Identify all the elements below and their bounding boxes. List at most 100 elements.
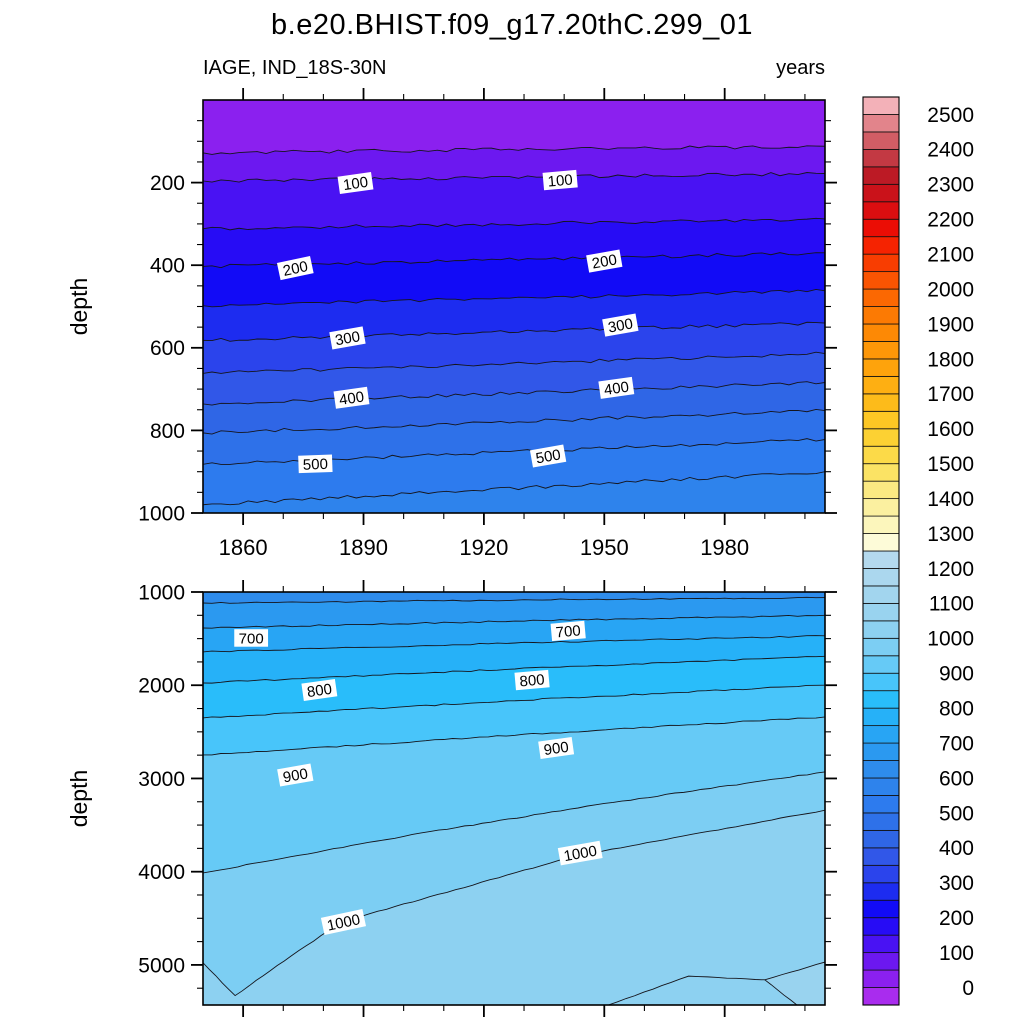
svg-text:900: 900: [282, 765, 310, 786]
colorbar-label: 1400: [927, 488, 974, 511]
colorbar-label: 2300: [927, 174, 974, 197]
colorbar-cell: [862, 899, 900, 919]
contour-label: 100: [337, 171, 374, 194]
contour-label: 200: [276, 256, 314, 281]
svg-text:900: 900: [543, 739, 570, 759]
colorbar-cell: [862, 987, 900, 1006]
contour-line: [203, 408, 825, 435]
colorbar-cell: [862, 620, 900, 639]
contour-label: 300: [602, 313, 639, 337]
svg-text:100: 100: [547, 171, 573, 190]
svg-text:1000: 1000: [326, 911, 362, 935]
colorbar-label: 2200: [927, 209, 974, 232]
colorbar-cell: [862, 672, 900, 692]
colorbar-label: 600: [939, 767, 974, 790]
colorbar-label: 2400: [927, 139, 974, 162]
contour-line: [203, 771, 825, 874]
svg-text:800: 800: [519, 671, 545, 690]
y-tick-label: 200: [150, 172, 185, 195]
colorbar-label: 0: [962, 977, 974, 1000]
colorbar-cell: [862, 271, 900, 290]
contour-label: 900: [538, 736, 575, 759]
colorbar-cell: [862, 812, 900, 831]
colorbar-label: 300: [939, 872, 974, 895]
colorbar-cell: [862, 480, 900, 500]
svg-text:800: 800: [306, 681, 333, 701]
y-axis-title: depth: [66, 770, 92, 828]
colorbar-cell: [862, 550, 900, 569]
contour-label: 800: [514, 669, 550, 690]
colorbar-label: 1000: [927, 628, 974, 651]
panel-upper: 200 400 600 800 1000 1860 1890 1920 1950 1980 dept…: [66, 88, 837, 560]
svg-text:1000: 1000: [562, 843, 598, 866]
colorbar-cell: [862, 96, 900, 115]
colorbar-label: 1900: [927, 313, 974, 336]
colorbar-cell: [862, 201, 900, 220]
units-label: years: [776, 57, 825, 79]
colorbar-cell: [862, 218, 900, 238]
colorbar-cell: [862, 637, 900, 657]
y-tick-label: 600: [150, 337, 185, 360]
svg-text:100: 100: [342, 174, 369, 194]
x-tick-label: 1950: [580, 535, 629, 560]
y-tick-label: 400: [150, 255, 185, 278]
svg-text:300: 300: [607, 315, 635, 336]
contour-label: 500: [298, 454, 333, 474]
colorbar-cell: [862, 585, 900, 604]
svg-text:500: 500: [303, 456, 329, 474]
colorbar-label: 1200: [927, 558, 974, 581]
figure-title: b.e20.BHIST.f09_g17.20thC.299_01: [271, 9, 753, 41]
colorbar-cell: [862, 742, 900, 761]
contour-line: [203, 809, 825, 997]
colorbar-cell: [862, 760, 900, 779]
colorbar-cell: [862, 306, 900, 325]
contour-line: [203, 289, 825, 308]
contour-line: [203, 145, 825, 155]
contour-line: [203, 684, 825, 719]
y-tick-label: 800: [150, 420, 185, 443]
svg-text:500: 500: [534, 446, 562, 467]
contour-line: [203, 635, 825, 653]
colorbar-cell: [862, 795, 900, 814]
colorbar-cell: [862, 341, 900, 360]
colorbar-cell: [862, 725, 900, 744]
colorbar-cell: [862, 498, 900, 517]
colorbar-cell: [862, 323, 900, 342]
colorbar-label: 400: [939, 837, 974, 860]
y-axis-title: depth: [66, 278, 92, 336]
colorbar-cell: [862, 410, 900, 430]
contour-line: [203, 381, 825, 406]
colorbar-cell: [862, 375, 900, 395]
colorbar-cell: [862, 288, 900, 307]
svg-text:300: 300: [334, 328, 362, 349]
contour-line: [203, 217, 825, 231]
colorbar-frame: [862, 96, 900, 1006]
y-tick-label: 3000: [138, 768, 185, 791]
colorbar-cell: [862, 253, 900, 273]
contour-band: [203, 471, 825, 513]
svg-text:400: 400: [603, 379, 630, 399]
colorbar-cell: [862, 236, 900, 255]
colorbar-cell: [862, 882, 900, 901]
colorbar-label: 1700: [927, 383, 974, 406]
colorbar-label: 700: [939, 732, 974, 755]
colorbar-cell: [862, 183, 900, 203]
panel-lower: 1000 2000 3000 4000 5000 depth 700 700 800 800 900…: [66, 580, 837, 1017]
contour-label: 1000: [320, 909, 367, 935]
colorbar-cell: [862, 829, 900, 849]
x-tick-label: 1860: [219, 535, 268, 560]
colorbar-label: 500: [939, 802, 974, 825]
colorbar-label: 100: [939, 942, 974, 965]
contour-band: [764, 962, 825, 1005]
contour-line: [203, 321, 825, 342]
colorbar-cell: [862, 533, 900, 552]
contour-label: 300: [329, 326, 366, 350]
x-tick-label: 1980: [700, 535, 749, 560]
colorbar-cell: [862, 428, 900, 447]
axis-frame: [202, 591, 826, 1006]
colorbar-cell: [862, 934, 900, 954]
svg-text:200: 200: [591, 251, 619, 272]
svg-text:700: 700: [555, 622, 581, 641]
colorbar-cell: [862, 847, 900, 866]
